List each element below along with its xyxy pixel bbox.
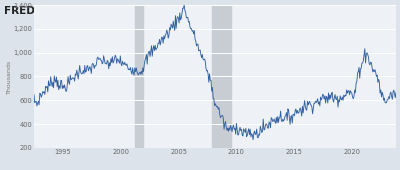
Text: FRED: FRED (4, 6, 35, 16)
Bar (135, 5, 143, 148)
Y-axis label: Thousands: Thousands (7, 59, 12, 94)
Bar (212, 5, 231, 148)
Text: New One Family Houses Sold: United States: New One Family Houses Sold: United State… (60, 8, 213, 14)
Text: ≈: ≈ (34, 8, 40, 14)
